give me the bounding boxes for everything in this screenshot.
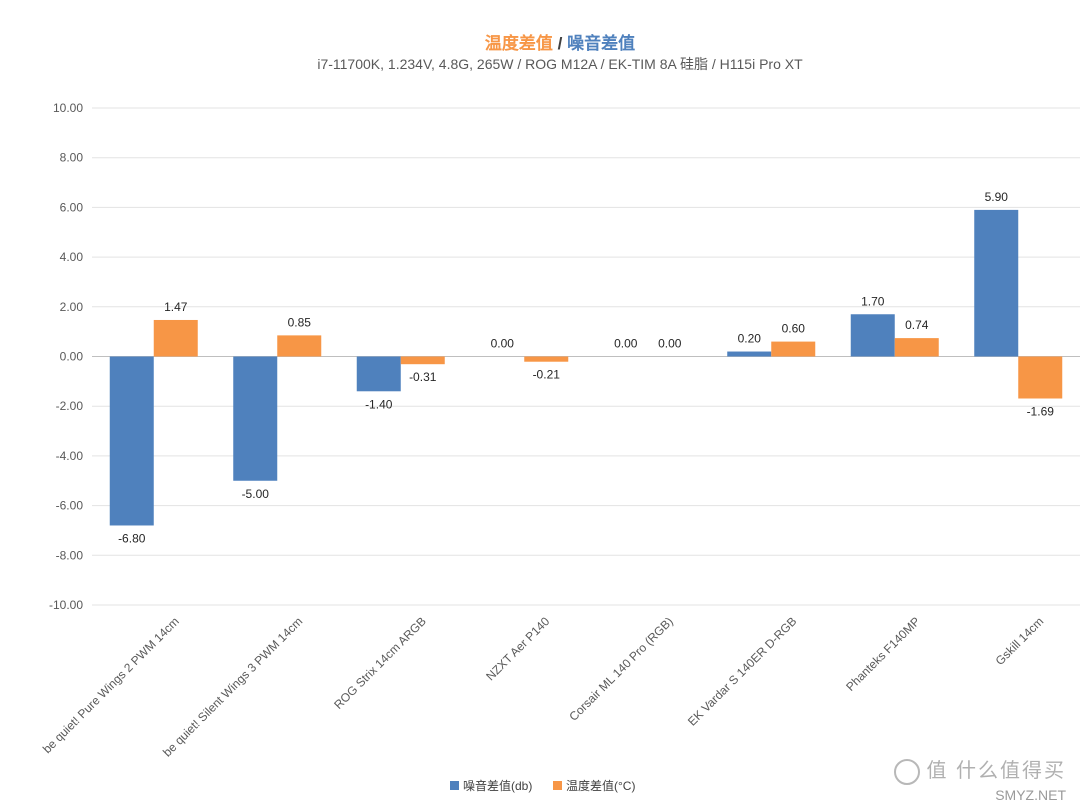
legend-label: 噪音差值(db) <box>463 778 532 793</box>
y-tick-label: 6.00 <box>60 200 84 214</box>
data-label: -1.69 <box>1027 404 1055 418</box>
bars <box>109 209 1063 526</box>
bar <box>153 319 198 357</box>
y-tick-label: -10.00 <box>49 598 83 612</box>
category-label: Corsair ML 140 Pro (RGB) <box>566 614 676 724</box>
y-tick-label: 8.00 <box>60 151 84 165</box>
title-noise: 噪音差值 <box>567 33 635 53</box>
data-label: -5.00 <box>242 487 270 501</box>
legend: 噪音差值(db) 温度差值(°C) <box>450 778 635 793</box>
data-label: -6.80 <box>118 531 146 545</box>
data-label: 5.90 <box>985 190 1009 204</box>
y-tick-label: 4.00 <box>60 250 84 264</box>
y-tick-label: -8.00 <box>56 548 84 562</box>
bar <box>356 356 401 392</box>
category-label: be quiet! Silent Wings 3 PWM 14cm <box>160 614 305 759</box>
y-tick-label: -6.00 <box>56 499 84 513</box>
y-tick-label: -4.00 <box>56 449 84 463</box>
watermark-brand: 值 什么值得买 <box>894 754 1066 785</box>
data-label: 1.70 <box>861 294 885 308</box>
legend-label: 温度差值(°C) <box>566 778 635 793</box>
category-label: NZXT Aer P140 <box>483 614 552 683</box>
watermark: 值 什么值得买 SMYZ.NET <box>894 754 1066 803</box>
data-label: 0.20 <box>738 332 762 346</box>
chart-subtitle: i7-11700K, 1.234V, 4.8G, 265W / ROG M12A… <box>317 56 803 72</box>
category-label: be quiet! Pure Wings 2 PWM 14cm <box>40 614 182 756</box>
brand-logo-icon <box>894 759 921 785</box>
data-label: 1.47 <box>164 300 188 314</box>
title-temperature: 温度差值 <box>485 33 553 53</box>
y-tick-label: 10.00 <box>53 101 83 115</box>
legend-swatch <box>553 781 562 790</box>
category-label: ROG Strix 14cm ARGB <box>331 614 429 712</box>
category-label: EK Vardar S 140ER D-RGB <box>685 614 799 728</box>
legend-swatch <box>450 781 459 790</box>
watermark-site: SMYZ.NET <box>995 787 1066 803</box>
data-label: -1.40 <box>365 397 393 411</box>
y-axis-ticks: 10.00 8.00 6.00 4.00 2.00 0.00 -2.00 -4.00 -6.00… <box>49 101 83 612</box>
data-labels: -6.80 1.47 -5.00 0.85 -1.40 -0.31 0.00 -0.21 0.0… <box>118 190 1054 546</box>
y-tick-label: 2.00 <box>60 300 84 314</box>
chart-title: 温度差值 / 噪音差值 <box>485 33 635 53</box>
title-separator: / <box>553 34 567 53</box>
category-label: Gskill 14cm <box>993 614 1047 668</box>
data-label: 0.00 <box>491 337 515 351</box>
data-label: 0.74 <box>905 318 929 332</box>
bar <box>277 335 322 357</box>
bar <box>233 356 278 481</box>
data-label: -0.31 <box>409 370 437 384</box>
bar <box>109 356 154 526</box>
data-label: 0.00 <box>658 337 682 351</box>
y-tick-label: 0.00 <box>60 350 84 364</box>
bar <box>850 314 895 357</box>
bar <box>974 209 1019 357</box>
data-label: 0.60 <box>782 322 806 336</box>
bar <box>400 356 445 365</box>
data-label: 0.00 <box>614 337 638 351</box>
bar <box>1018 356 1063 399</box>
bar <box>727 351 772 357</box>
bar <box>771 341 816 357</box>
bar <box>524 356 569 362</box>
data-label: -0.21 <box>533 368 561 382</box>
y-tick-label: -2.00 <box>56 399 84 413</box>
category-label: Phanteks F140MP <box>843 614 923 694</box>
bar <box>894 338 939 357</box>
watermark-text: 值 什么值得买 <box>926 760 1066 783</box>
data-label: 0.85 <box>288 315 312 329</box>
